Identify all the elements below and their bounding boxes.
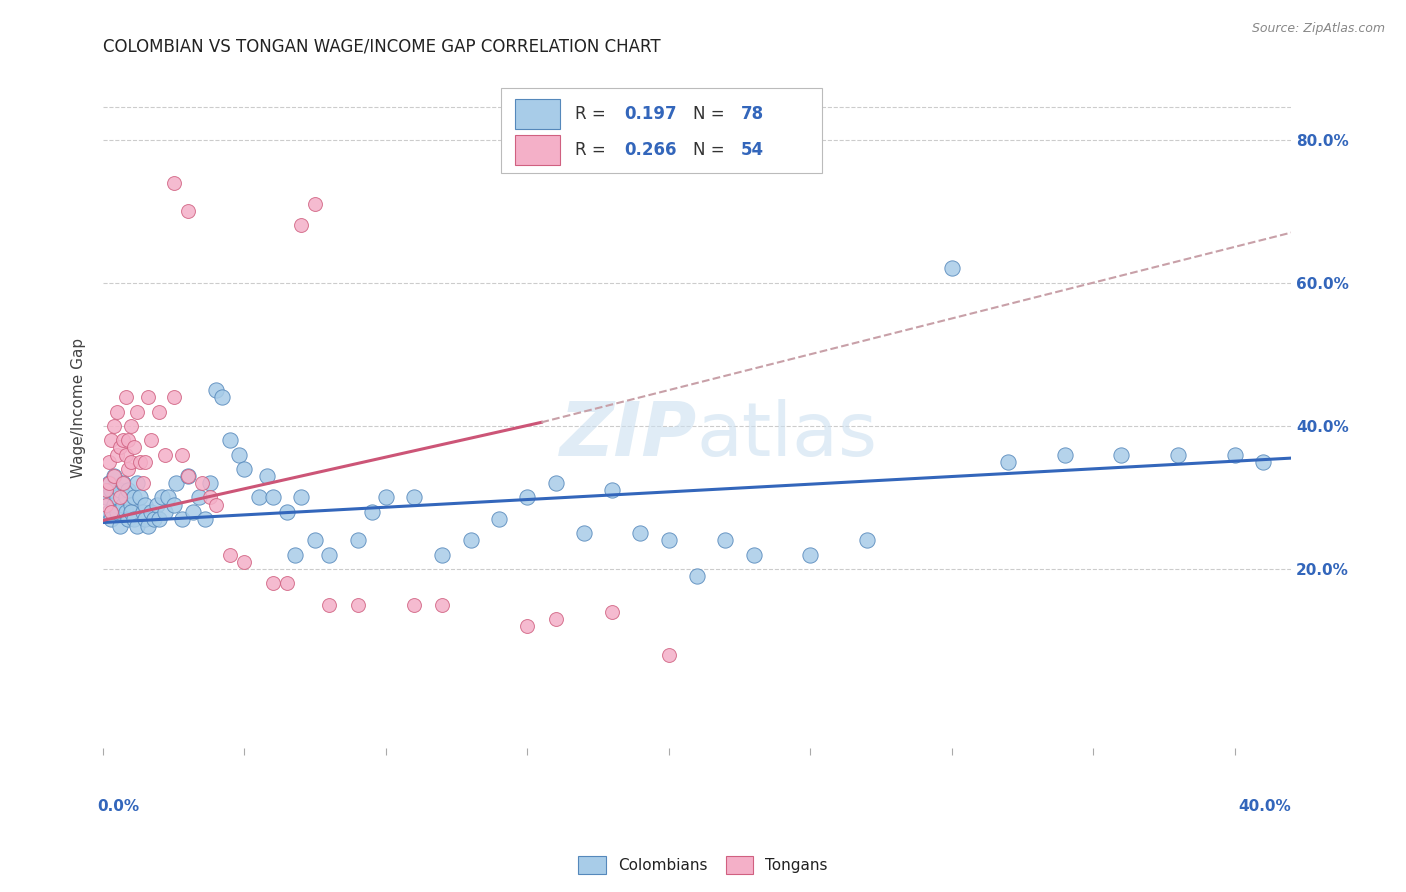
Text: COLOMBIAN VS TONGAN WAGE/INCOME GAP CORRELATION CHART: COLOMBIAN VS TONGAN WAGE/INCOME GAP CORR… bbox=[103, 37, 661, 55]
FancyBboxPatch shape bbox=[515, 99, 561, 129]
Text: 54: 54 bbox=[741, 141, 763, 160]
Text: N =: N = bbox=[693, 141, 725, 160]
Legend: Colombians, Tongans: Colombians, Tongans bbox=[572, 850, 834, 880]
Text: 0.0%: 0.0% bbox=[97, 799, 139, 814]
Y-axis label: Wage/Income Gap: Wage/Income Gap bbox=[72, 338, 86, 478]
FancyBboxPatch shape bbox=[501, 88, 821, 173]
FancyBboxPatch shape bbox=[515, 135, 561, 165]
Text: N =: N = bbox=[693, 105, 725, 123]
Text: 0.266: 0.266 bbox=[624, 141, 678, 160]
Text: 40.0%: 40.0% bbox=[1239, 799, 1291, 814]
Text: 78: 78 bbox=[741, 105, 763, 123]
Text: 0.197: 0.197 bbox=[624, 105, 678, 123]
Text: atlas: atlas bbox=[697, 399, 877, 472]
Text: R =: R = bbox=[575, 105, 606, 123]
Text: ZIP: ZIP bbox=[560, 399, 697, 472]
Text: Source: ZipAtlas.com: Source: ZipAtlas.com bbox=[1251, 22, 1385, 36]
Text: R =: R = bbox=[575, 141, 606, 160]
